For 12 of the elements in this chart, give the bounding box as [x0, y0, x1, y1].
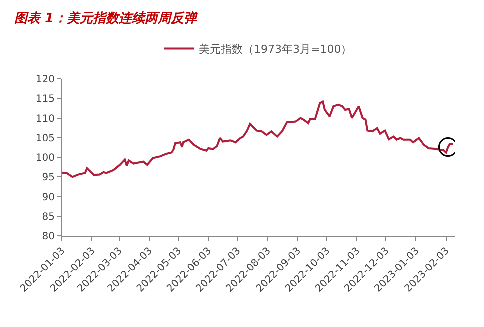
y-tick-label: 80: [42, 232, 55, 242]
y-tick-label: 110: [36, 114, 55, 125]
y-tick-label: 105: [36, 133, 55, 144]
legend-label: 美元指数（1973年3月=100）: [199, 43, 352, 56]
y-tick-label: 100: [36, 153, 55, 164]
y-tick-label: 115: [36, 94, 55, 106]
chart-title: 图表 1：美元指数连续两周反弹: [14, 10, 198, 27]
y-tick-label: 90: [42, 192, 55, 204]
y-tick-label: 120: [36, 74, 55, 86]
y-tick-label: 95: [42, 172, 55, 184]
y-tick-label: 85: [42, 212, 55, 223]
line-series: [62, 100, 455, 178]
